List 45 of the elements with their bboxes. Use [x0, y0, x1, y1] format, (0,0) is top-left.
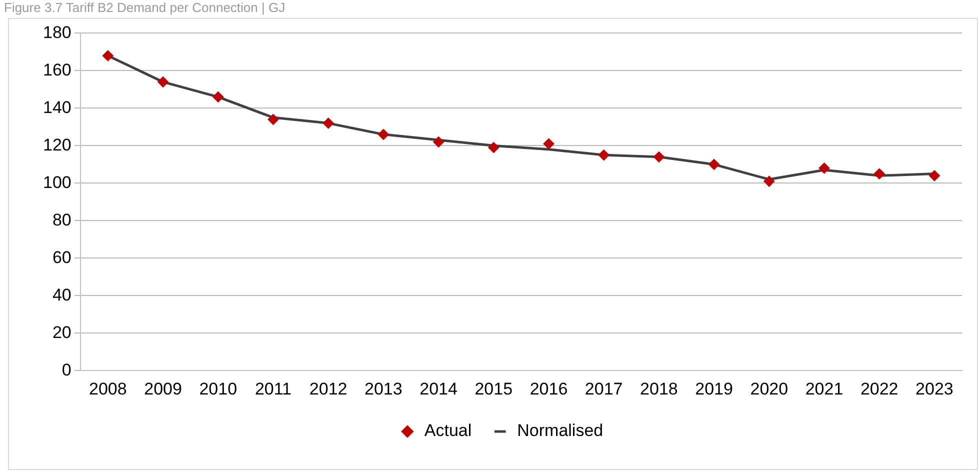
y-tick-label: 180: [42, 22, 72, 42]
y-tick-label: 0: [62, 360, 72, 380]
x-tick-label: 2020: [750, 379, 788, 398]
point: [708, 158, 720, 170]
x-tick-label: 2017: [584, 379, 623, 398]
x-tick-label: 2008: [89, 379, 127, 398]
point: [818, 162, 830, 174]
point: [378, 128, 389, 140]
y-tick-label: 40: [52, 285, 72, 304]
x-tick-label: 2009: [144, 379, 182, 398]
point: [653, 151, 664, 162]
x-tick-label: 2010: [199, 379, 238, 398]
point: [874, 168, 885, 180]
point: [433, 136, 444, 148]
x-tick-label: 2023: [916, 379, 954, 398]
point: [268, 114, 279, 125]
y-tick-label: 120: [42, 135, 72, 154]
point: [488, 142, 500, 154]
point: [322, 118, 334, 129]
legend-label: Actual: [424, 421, 472, 440]
point: [764, 176, 775, 187]
point: [158, 76, 169, 88]
y-tick-label: 80: [52, 210, 72, 230]
x-tick-label: 2021: [805, 379, 844, 398]
point: [102, 50, 114, 62]
x-tick-label: 2018: [640, 379, 678, 398]
chart-title: Figure 3.7 Tariff B2 Demand per Connection | GJ: [4, 0, 286, 15]
legend-label: Normalised: [517, 421, 604, 440]
point: [928, 170, 940, 182]
x-tick-label: 2011: [254, 379, 292, 398]
y-tick-label: 160: [42, 60, 72, 80]
x-tick-label: 2022: [860, 379, 898, 398]
x-tick-label: 2019: [695, 379, 733, 398]
y-tick-label: 20: [52, 322, 72, 342]
point: [543, 138, 554, 150]
x-tick-label: 2013: [364, 379, 402, 398]
point: [212, 91, 224, 102]
y-tick-label: 100: [42, 172, 72, 192]
x-tick-label: 2015: [474, 379, 513, 398]
point: [598, 150, 610, 161]
x-tick-label: 2014: [420, 379, 458, 398]
y-tick-label: 60: [52, 248, 72, 267]
x-tick-label: 2012: [309, 379, 348, 398]
y-tick-label: 140: [42, 98, 72, 117]
x-tick-label: 2016: [530, 379, 568, 398]
